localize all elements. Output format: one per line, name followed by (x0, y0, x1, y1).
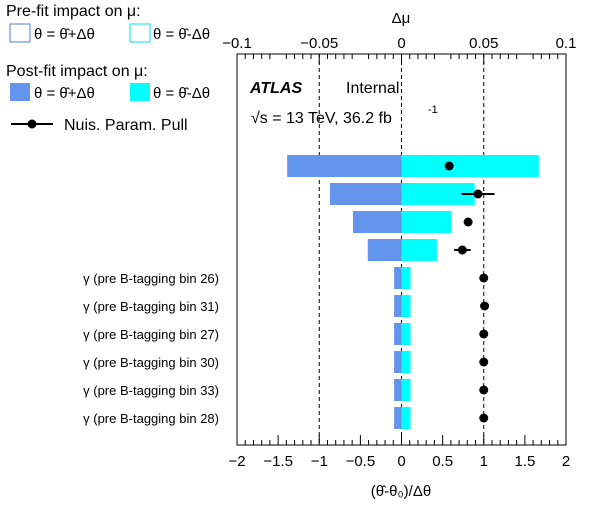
top-tick-label-4: 0.1 (556, 35, 577, 52)
parameter-label-7: γ (pre B-tagging bin 30) (83, 355, 219, 370)
impact-bar-postfit-down-3 (402, 239, 437, 261)
pull-marker-0 (445, 162, 454, 171)
legend-prefit-up-label: θ = θ̂+Δθ (34, 26, 95, 43)
top-tick-label-3: 0.05 (469, 35, 498, 52)
atlas-brand: ATLAS (249, 80, 302, 97)
bottom-tick-label-3: −0.5 (346, 453, 376, 470)
parameter-labels: γ (pre B-tagging bin 26) γ (pre B-tagging… (83, 271, 219, 426)
impact-bar-postfit-up-0 (287, 155, 401, 177)
impact-bar-postfit-down-0 (402, 155, 539, 177)
impact-bars (287, 155, 539, 429)
legend-prefit-down-label: θ = θ̂-Δθ (153, 26, 210, 43)
pull-marker-9 (479, 414, 488, 423)
pull-marker-5 (480, 302, 489, 311)
legend-prefit-title: Pre-fit impact on μ: (6, 3, 141, 20)
top-tick-label-0: −0.1 (222, 35, 252, 52)
bottom-tick-label-1: −1.5 (263, 453, 293, 470)
atlas-label: ATLAS Internal √s = 13 TeV, 36.2 fb -1 (249, 80, 438, 127)
impact-bar-postfit-down-2 (402, 211, 452, 233)
impact-bar-postfit-up-9 (394, 407, 401, 429)
bottom-tick-label-0: −2 (228, 453, 245, 470)
legend: Pre-fit impact on μ: θ = θ̂+Δθ θ = θ̂-Δθ… (6, 3, 210, 134)
impact-bar-postfit-up-3 (368, 239, 402, 261)
impact-bar-postfit-down-4 (402, 267, 411, 289)
legend-postfit-down-label: θ = θ̂-Δθ (153, 85, 210, 102)
legend-pull-label: Nuis. Param. Pull (64, 117, 188, 134)
bottom-tick-label-6: 1 (480, 453, 488, 470)
atlas-energy-exp: -1 (428, 104, 438, 116)
bottom-axis: −2 −1.5 −1 −0.5 0 0.5 1 1.5 2 (228, 435, 570, 470)
pull-marker-3 (458, 246, 467, 255)
impact-bar-postfit-up-8 (394, 379, 401, 401)
parameter-label-6: γ (pre B-tagging bin 27) (83, 327, 219, 342)
impact-bar-postfit-up-6 (394, 323, 401, 345)
top-axis: −0.1 −0.05 0 0.05 0.1 (222, 35, 576, 64)
parameter-label-9: γ (pre B-tagging bin 28) (83, 411, 219, 426)
impact-bar-postfit-down-5 (402, 295, 411, 317)
impact-bar-postfit-down-6 (402, 323, 411, 345)
top-tick-label-1: −0.05 (300, 35, 338, 52)
bottom-axis-title: (θ̂-θ₀)/Δθ (371, 483, 431, 500)
pull-marker-4 (479, 274, 488, 283)
bottom-tick-label-5: 0.5 (432, 453, 453, 470)
pull-marker-2 (464, 218, 473, 227)
impact-bar-postfit-up-1 (330, 183, 402, 205)
legend-postfit-down-swatch (130, 83, 150, 101)
pull-marker-6 (479, 330, 488, 339)
impact-bar-postfit-down-8 (402, 379, 411, 401)
pull-marker-1 (473, 190, 482, 199)
bottom-tick-label-2: −1 (311, 453, 328, 470)
bottom-tick-label-4: 0 (397, 453, 405, 470)
legend-pull-marker (28, 120, 37, 129)
parameter-label-5: γ (pre B-tagging bin 31) (83, 299, 219, 314)
legend-prefit-down-swatch (130, 24, 150, 42)
impact-bar-postfit-down-7 (402, 351, 411, 373)
impact-bar-postfit-up-5 (394, 295, 401, 317)
parameter-label-8: γ (pre B-tagging bin 33) (83, 383, 219, 398)
legend-postfit-up-swatch (10, 83, 30, 101)
parameter-label-4: γ (pre B-tagging bin 26) (83, 271, 219, 286)
atlas-energy: √s = 13 TeV, 36.2 fb (251, 110, 392, 127)
bottom-tick-label-8: 2 (562, 453, 570, 470)
pull-marker-8 (479, 386, 488, 395)
impact-bar-postfit-up-7 (394, 351, 401, 373)
bottom-tick-label-7: 1.5 (514, 453, 535, 470)
legend-postfit-up-label: θ = θ̂+Δθ (34, 85, 95, 102)
legend-postfit-title: Post-fit impact on μ: (6, 63, 148, 80)
legend-prefit-up-swatch (10, 24, 30, 42)
impact-bar-postfit-up-2 (353, 211, 402, 233)
impact-bar-postfit-down-9 (402, 407, 411, 429)
top-tick-label-2: 0 (397, 35, 405, 52)
impact-bar-postfit-up-4 (394, 267, 401, 289)
atlas-status: Internal (346, 80, 399, 97)
pull-marker-7 (479, 358, 488, 367)
top-axis-title: Δμ (392, 10, 411, 27)
